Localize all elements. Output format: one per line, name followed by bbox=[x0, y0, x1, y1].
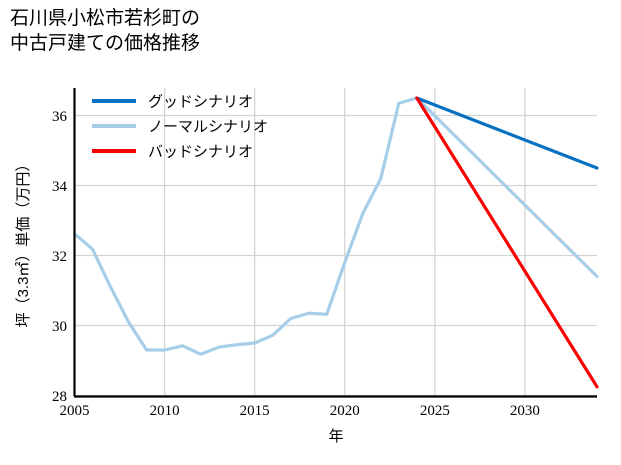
y-tick-label: 32 bbox=[52, 249, 67, 265]
y-tick-label: 30 bbox=[52, 319, 67, 335]
legend-label: ノーマルシナリオ bbox=[148, 119, 268, 136]
y-tick-label: 28 bbox=[52, 389, 67, 405]
chart-title-line-2: 中古戸建ての価格推移 bbox=[10, 33, 201, 55]
x-tick-label: 2025 bbox=[420, 403, 450, 419]
series-lines-group bbox=[72, 96, 599, 389]
y-tick-labels-group: 28 30 32 34 36 bbox=[52, 109, 68, 405]
y-tick-label: 36 bbox=[52, 109, 68, 125]
x-tick-label: 2005 bbox=[60, 403, 90, 419]
legend-label: バッドシナリオ bbox=[148, 144, 253, 161]
x-tick-label: 2010 bbox=[150, 403, 180, 419]
x-tick-label: 2030 bbox=[510, 403, 540, 419]
axes-group bbox=[73, 88, 597, 398]
chart-title: 石川県小松市若杉町の 中古戸建ての価格推移 bbox=[10, 6, 610, 57]
y-axis-label: 坪（3.3㎡）単価（万円） bbox=[15, 157, 32, 328]
series-line bbox=[72, 96, 599, 356]
x-tick-label: 2015 bbox=[240, 403, 270, 419]
y-tick-label: 34 bbox=[52, 179, 68, 195]
x-tick-labels-group: 2005 2010 2015 2020 2025 2030 bbox=[60, 403, 540, 419]
series-line bbox=[415, 96, 599, 389]
legend-label: グッドシナリオ bbox=[148, 94, 253, 111]
x-axis-label: 年 bbox=[328, 428, 343, 445]
chart-title-line-1: 石川県小松市若杉町の bbox=[10, 8, 201, 29]
x-tick-label: 2020 bbox=[330, 403, 360, 419]
series-line bbox=[415, 96, 599, 170]
